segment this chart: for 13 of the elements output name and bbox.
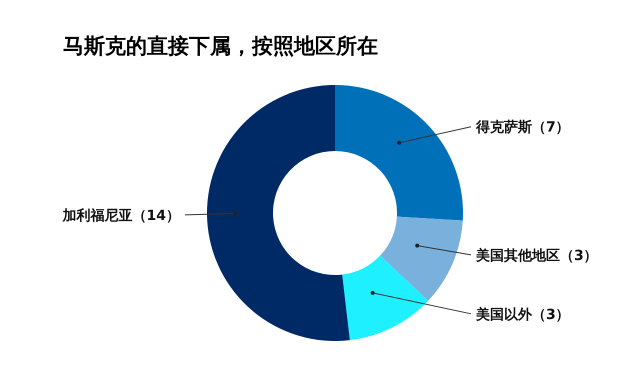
slice-label: 加利福尼亚 — [62, 208, 133, 224]
chart-title: 马斯克的直接下属，按照地区所在 — [63, 34, 378, 58]
slice-label: 美国其他地区 — [476, 248, 560, 264]
donut-slice — [380, 216, 463, 301]
data-label: （3） — [560, 248, 598, 264]
slice-label: 美国以外 — [476, 306, 532, 323]
donut-slice — [342, 256, 428, 340]
donut-slice — [335, 85, 463, 220]
data-label: （14） — [132, 208, 180, 224]
slice-label: 得克萨斯 — [476, 120, 532, 136]
data-label: （3） — [532, 306, 570, 323]
donut-slice — [207, 85, 350, 341]
data-label: （7） — [532, 120, 570, 136]
